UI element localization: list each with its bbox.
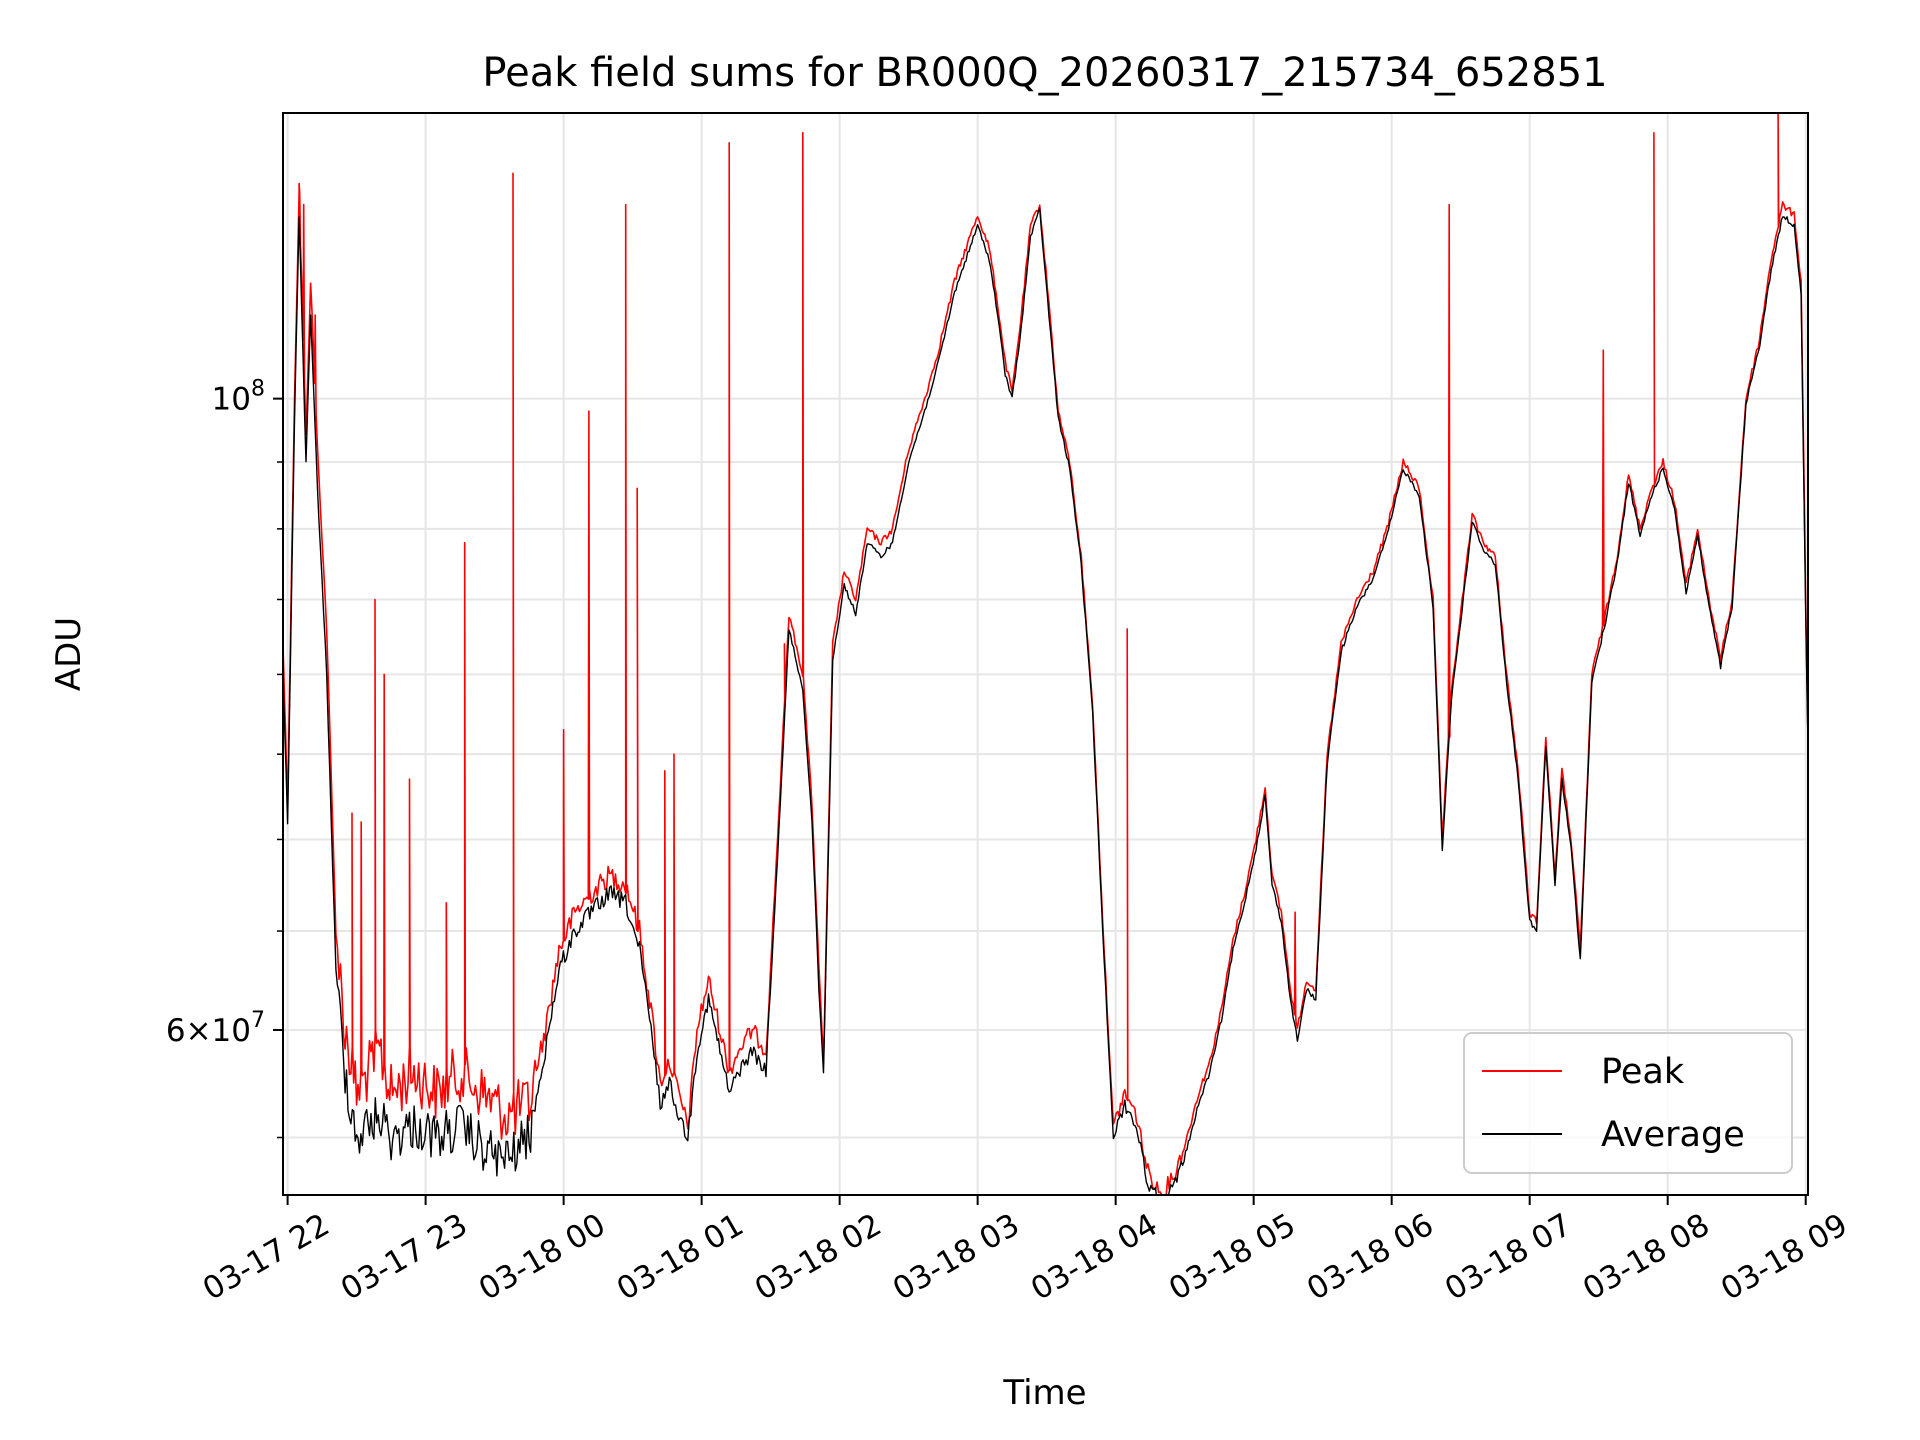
y-tick-label-base: 6×10 (166, 1013, 251, 1049)
y-tick-label-exponent: 7 (251, 1008, 265, 1033)
series-line-average (283, 207, 1808, 1195)
chart-title: Peak field sums for BR000Q_20260317_2157… (482, 50, 1607, 96)
y-tick-label-base: 10 (212, 382, 251, 418)
plot-area (282, 112, 1809, 1196)
legend-label-average: Average (1601, 1115, 1745, 1155)
y-tick-label-exponent: 8 (251, 377, 265, 402)
legend-box (1463, 1032, 1793, 1174)
plot-series (283, 113, 1808, 1195)
y-tick-label: 6×107 (166, 1008, 265, 1049)
y-axis-label: ADU (49, 617, 89, 691)
y-axis-ticks: 6×107 108 (166, 377, 283, 1139)
y-tick-label: 108 (212, 377, 265, 418)
x-axis-label: Time (1002, 1373, 1086, 1413)
legend-label-peak: Peak (1601, 1052, 1685, 1092)
legend: Peak Average (1463, 1032, 1793, 1174)
gridlines (283, 113, 1808, 1195)
